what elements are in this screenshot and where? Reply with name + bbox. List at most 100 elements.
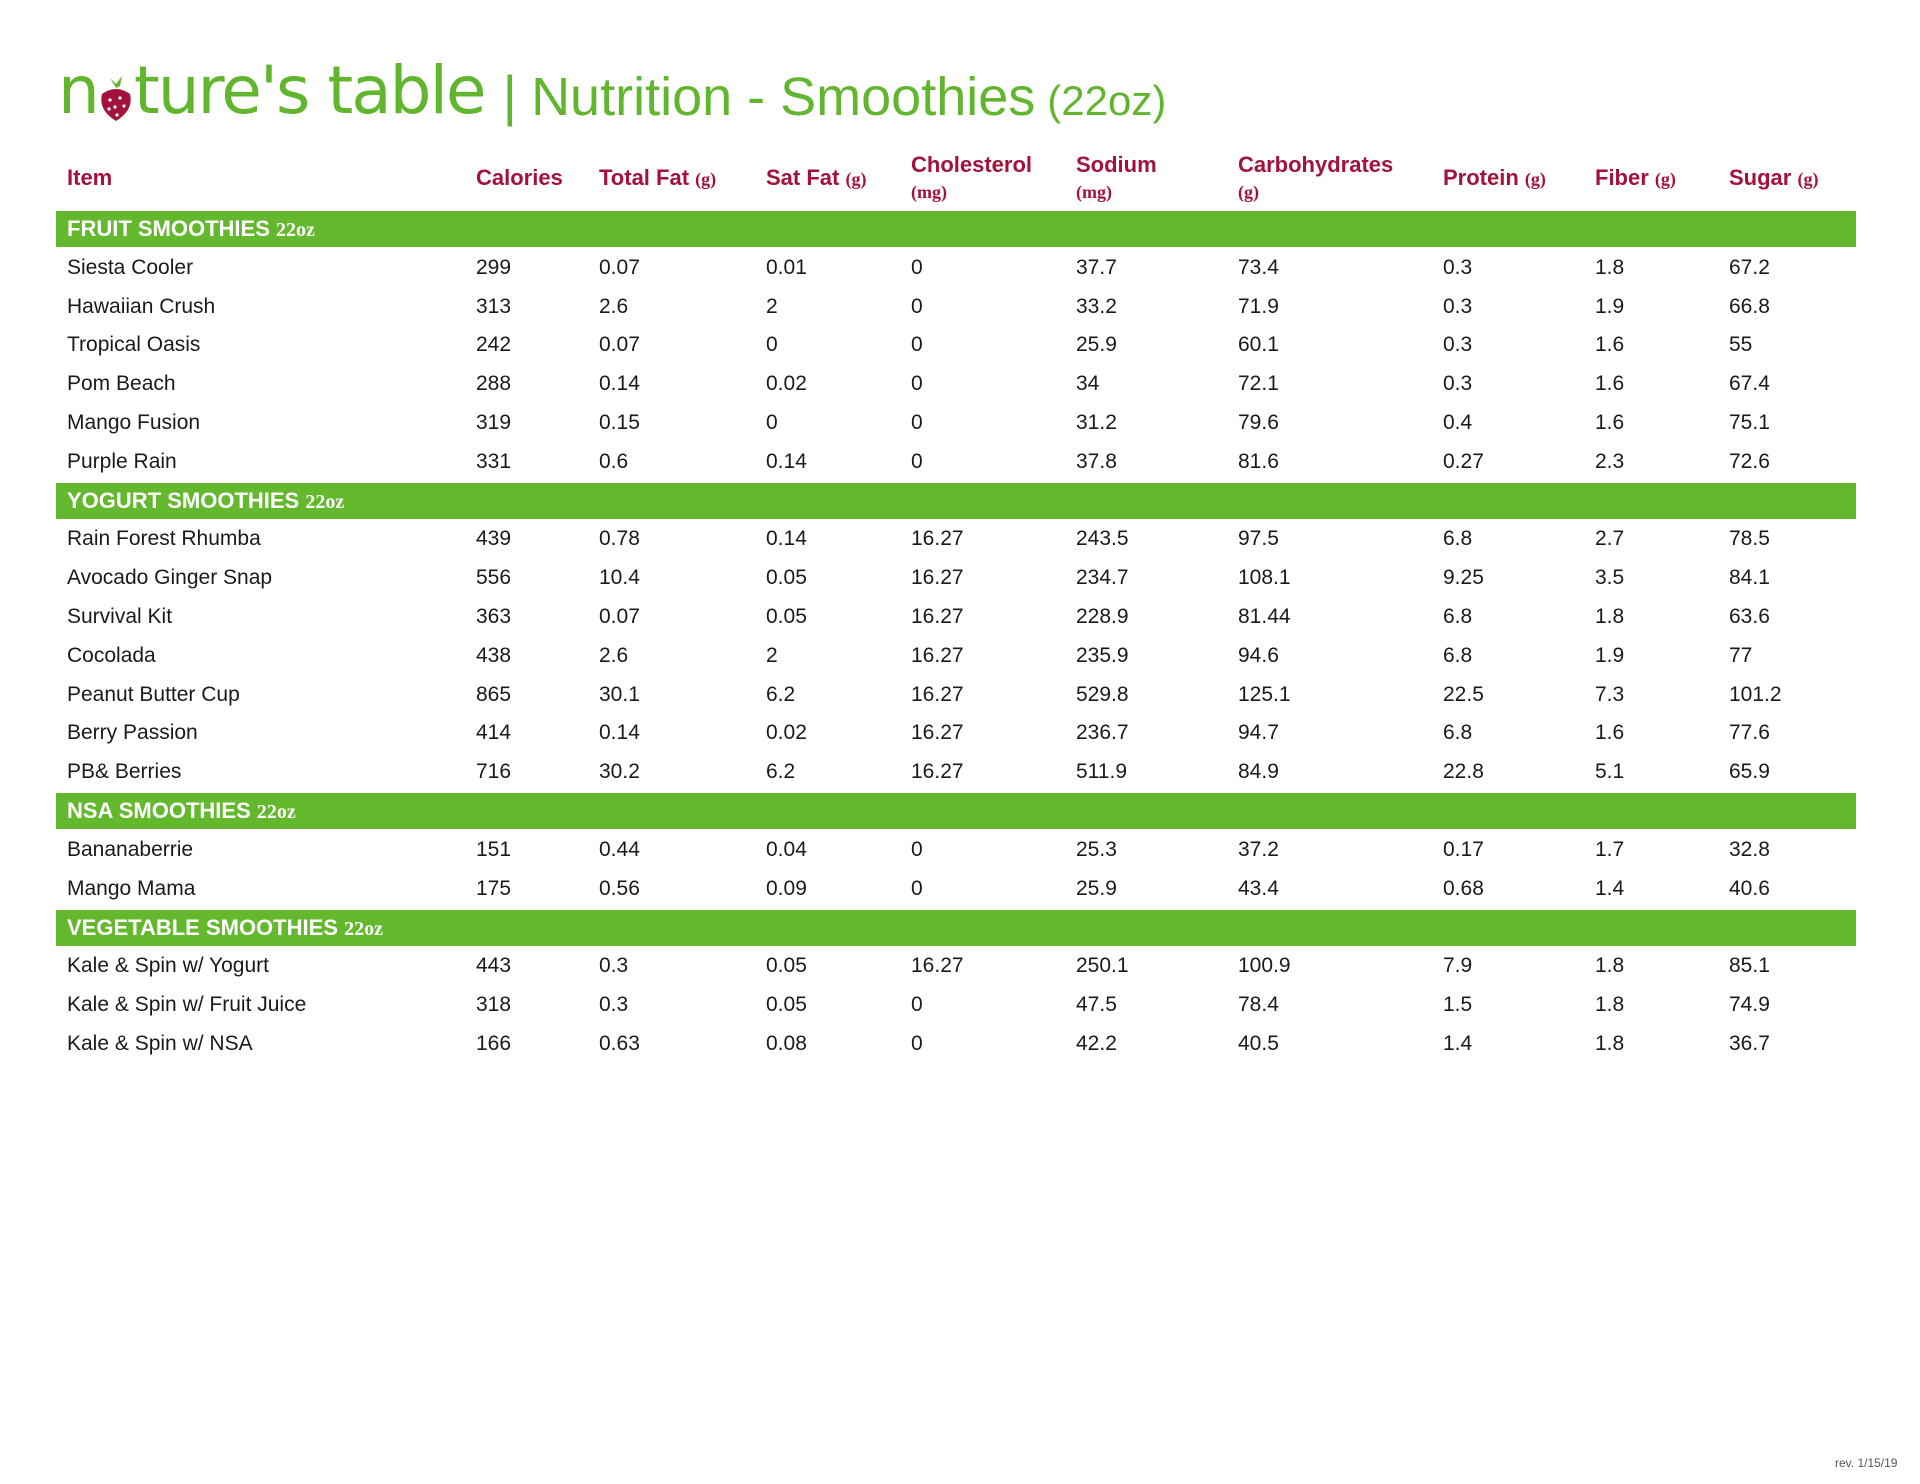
cell-sodium: 25.9 [1076,876,1117,900]
cell-sodium: 47.5 [1076,992,1117,1016]
cell-sodium: 228.9 [1076,604,1129,628]
table-row: Bananaberrie 151 0.44 0.04 0 25.3 37.2 0.17 1.7 3… [56,831,1856,870]
cell-sodium: 33.2 [1076,294,1117,318]
cell-total-fat: 0.07 [599,604,640,628]
cell-total-fat: 0.78 [599,527,640,551]
cell-carbohydrates: 72.1 [1238,372,1279,396]
cell-fiber: 2.7 [1595,527,1625,551]
cell-total-fat: 0.15 [599,410,640,434]
cell-sodium: 25.3 [1076,837,1117,861]
cell-sugar: 63.6 [1729,604,1770,628]
cell-cholesterol: 0 [911,255,923,279]
revision-date: rev. 1/15/19 [1835,1456,1898,1470]
table-row: Berry Passion 414 0.14 0.02 16.27 236.7 94.7 6.… [56,714,1856,753]
heading-size: (22oz) [1047,77,1167,124]
cell-sugar: 85.1 [1729,954,1770,978]
cell-sodium: 42.2 [1076,1031,1117,1055]
cell-carbohydrates: 97.5 [1238,527,1279,551]
table-row: Peanut Butter Cup 865 30.1 6.2 16.27 529.8 125… [56,676,1856,715]
cell-sat-fat: 0 [766,333,778,357]
cell-cholesterol: 16.27 [911,760,964,784]
cell-fiber: 1.6 [1595,333,1625,357]
cell-sugar: 55 [1729,333,1753,357]
cell-carbohydrates: 125.1 [1238,682,1291,706]
cell-sat-fat: 0.14 [766,527,807,551]
column-label: Cholesterol [911,152,1033,177]
cell-protein: 22.5 [1443,682,1484,706]
item-name: Tropical Oasis [67,333,201,357]
column-header-cholesterol: Cholesterol (mg) [911,152,1032,205]
cell-sat-fat: 0.14 [766,449,807,473]
cell-protein: 0.3 [1443,294,1473,318]
cell-sugar: 65.9 [1729,760,1770,784]
cell-fiber: 1.9 [1595,643,1625,667]
cell-calories: 166 [476,1031,512,1055]
cell-sugar: 66.8 [1729,294,1770,318]
cell-carbohydrates: 81.44 [1238,604,1291,628]
cell-total-fat: 0.56 [599,876,640,900]
item-name: PB& Berries [67,760,182,784]
table-row: Tropical Oasis 242 0.07 0 0 25.9 60.1 0.3 1.6 55 [56,326,1856,365]
cell-total-fat: 30.2 [599,760,640,784]
column-header-carbohydrates: Carbohydrates (g) [1238,152,1393,205]
cell-protein: 0.17 [1443,837,1484,861]
cell-protein: 0.3 [1443,333,1473,357]
cell-fiber: 1.6 [1595,410,1625,434]
cell-carbohydrates: 100.9 [1238,954,1291,978]
item-name: Pom Beach [67,372,176,396]
cell-cholesterol: 16.27 [911,604,964,628]
cell-cholesterol: 16.27 [911,682,964,706]
item-name: Kale & Spin w/ NSA [67,1031,253,1055]
cell-sugar: 77.6 [1729,721,1770,745]
cell-fiber: 2.3 [1595,449,1625,473]
cell-fiber: 1.9 [1595,294,1625,318]
cell-sugar: 75.1 [1729,410,1770,434]
cell-sodium: 234.7 [1076,566,1129,590]
cell-carbohydrates: 73.4 [1238,255,1279,279]
cell-sugar: 84.1 [1729,566,1770,590]
table-row: Pom Beach 288 0.14 0.02 0 34 72.1 0.3 1.6 67.4 [56,365,1856,404]
cell-sodium: 31.2 [1076,410,1117,434]
item-name: Berry Passion [67,721,198,745]
cell-calories: 242 [476,333,512,357]
cell-sugar: 72.6 [1729,449,1770,473]
table-row: Mango Mama 175 0.56 0.09 0 25.9 43.4 0.68 1.4 40.… [56,870,1856,909]
table-row: Kale & Spin w/ Fruit Juice 318 0.3 0.05 0 47.… [56,986,1856,1025]
nutrition-table: Item Calories Total Fat (g) Sat Fat (g) Chol… [56,152,1856,1063]
column-label: Sugar [1729,165,1792,190]
column-label: Protein [1443,165,1519,190]
table-row: Kale & Spin w/ NSA 166 0.63 0.08 0 42.2 40.5 1.… [56,1025,1856,1064]
cell-cholesterol: 16.27 [911,721,964,745]
item-name: Rain Forest Rhumba [67,527,261,551]
column-label: Sodium [1076,152,1157,177]
table-row: Avocado Ginger Snap 556 10.4 0.05 16.27 234.7… [56,559,1856,598]
item-name: Purple Rain [67,449,177,473]
cell-sat-fat: 0.05 [766,954,807,978]
cell-carbohydrates: 94.6 [1238,643,1279,667]
cell-sugar: 78.5 [1729,527,1770,551]
column-unit: (g) [1238,182,1259,202]
cell-cholesterol: 0 [911,1031,923,1055]
cell-sat-fat: 0.02 [766,372,807,396]
cell-fiber: 7.3 [1595,682,1625,706]
heading: Nutrition - Smoothies (22oz) [531,70,1166,124]
cell-protein: 22.8 [1443,760,1484,784]
cell-protein: 6.8 [1443,527,1473,551]
column-header-sodium: Sodium (mg) [1076,152,1157,205]
cell-protein: 6.8 [1443,721,1473,745]
cell-protein: 0.27 [1443,449,1484,473]
cell-carbohydrates: 60.1 [1238,333,1279,357]
column-label: Sat Fat [766,165,840,190]
table-body: FRUIT SMOOTHIES 22oz Siesta Cooler 299 0.07… [56,211,1856,1063]
cell-sat-fat: 0.02 [766,721,807,745]
cell-calories: 414 [476,721,512,745]
item-name: Mango Mama [67,876,196,900]
cell-fiber: 1.6 [1595,721,1625,745]
cell-total-fat: 0.3 [599,954,629,978]
cell-total-fat: 0.44 [599,837,640,861]
cell-total-fat: 0.3 [599,992,629,1016]
section-size: 22oz [305,490,345,513]
cell-cholesterol: 0 [911,449,923,473]
table-row: Hawaiian Crush 313 2.6 2 0 33.2 71.9 0.3 1.9 66.8 [56,288,1856,327]
cell-sat-fat: 2 [766,643,778,667]
